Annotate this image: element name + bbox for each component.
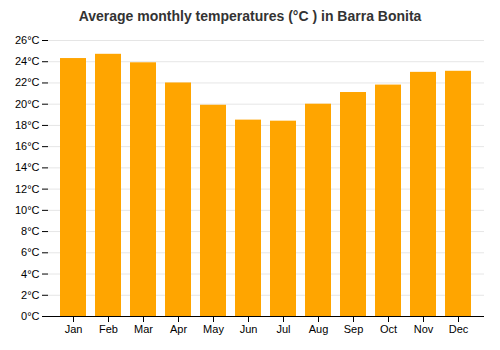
html-text:Average monthly temperatures (: Average monthly temperatures (°C ) in Ba… <box>78 8 422 24</box>
svg-text:16°C: 16°C <box>15 140 40 152</box>
svg-text:6°C: 6°C <box>21 246 40 258</box>
svg-text:Feb: Feb <box>99 323 118 335</box>
svg-text:Mar: Mar <box>134 323 153 335</box>
svg-text:Sep: Sep <box>344 323 364 335</box>
svg-text:8°C: 8°C <box>21 225 40 237</box>
svg-text:Apr: Apr <box>170 323 187 335</box>
svg-text:4°C: 4°C <box>21 268 40 280</box>
svg-text:12°C: 12°C <box>15 183 40 195</box>
svg-text:10°C: 10°C <box>15 204 40 216</box>
svg-text:18°C: 18°C <box>15 119 40 131</box>
svg-text:2°C: 2°C <box>21 289 40 301</box>
svg-text:May: May <box>203 323 224 335</box>
svg-text:Aug: Aug <box>309 323 329 335</box>
svg-text:14°C: 14°C <box>15 161 40 173</box>
svg-text:24°C: 24°C <box>15 55 40 67</box>
svg-text:Jan: Jan <box>65 323 83 335</box>
svg-text:0°C: 0°C <box>21 310 40 322</box>
svg-text:Jul: Jul <box>276 323 290 335</box>
svg-text:20°C: 20°C <box>15 98 40 110</box>
svg-text:Nov: Nov <box>414 323 434 335</box>
svg-text:26°C: 26°C <box>15 34 40 46</box>
svg-text:22°C: 22°C <box>15 76 40 88</box>
svg-text:Oct: Oct <box>380 323 397 335</box>
svg-text:Dec: Dec <box>449 323 469 335</box>
svg-text:Jun: Jun <box>240 323 258 335</box>
